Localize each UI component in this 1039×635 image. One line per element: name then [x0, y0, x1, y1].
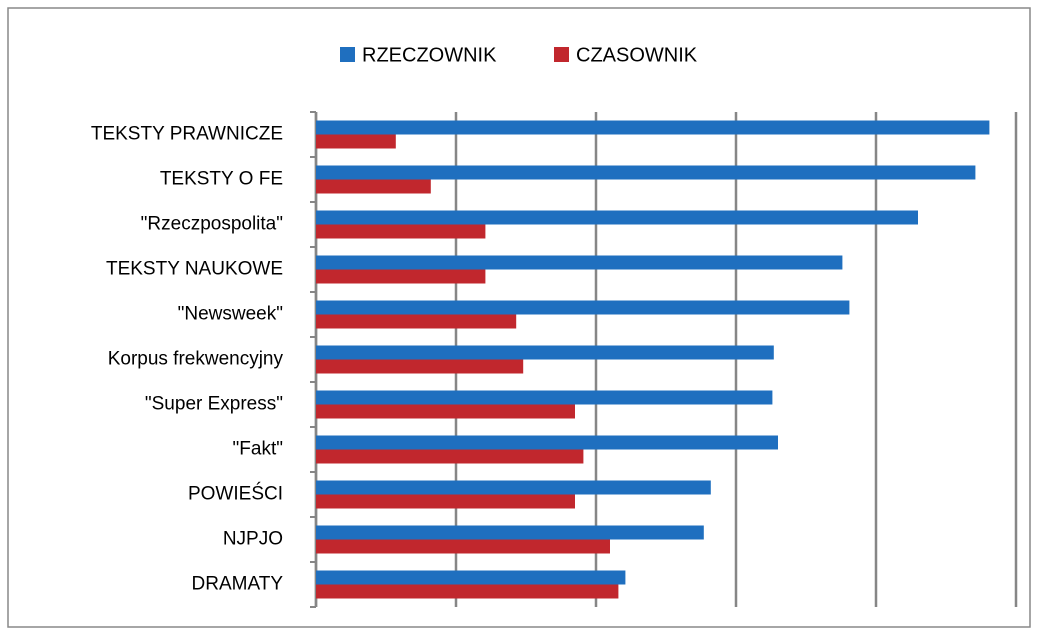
bar	[316, 179, 431, 194]
bar	[316, 494, 575, 509]
bar	[316, 404, 575, 419]
bar	[316, 480, 711, 495]
bar	[316, 134, 396, 149]
bar	[316, 314, 517, 329]
bar	[316, 269, 486, 284]
bar	[316, 584, 619, 599]
legend: RZECZOWNIK CZASOWNIK	[340, 44, 698, 66]
bar	[316, 449, 584, 464]
y-tick-label: "Fakt"	[233, 439, 283, 460]
y-tick-label: TEKSTY PRAWNICZE	[91, 124, 283, 145]
y-tick-label: TEKSTY NAUKOWE	[106, 259, 283, 280]
chart-border	[7, 7, 1031, 628]
y-tick-label: NJPJO	[223, 529, 283, 550]
y-tick-label: "Newsweek"	[178, 304, 283, 325]
bar	[316, 359, 524, 374]
y-tick-label: "Super Express"	[145, 394, 283, 415]
legend-label: CZASOWNIK	[576, 44, 698, 66]
legend-swatch	[554, 47, 569, 62]
bar	[316, 165, 976, 180]
bar	[316, 255, 843, 270]
bar	[316, 300, 850, 315]
y-tick-label: POWIEŚCI	[188, 483, 283, 505]
bar	[316, 224, 486, 239]
bar	[316, 570, 626, 585]
bar	[316, 435, 778, 450]
bar	[316, 525, 704, 540]
bar	[316, 120, 990, 135]
y-tick-label: TEKSTY O FE	[160, 169, 283, 190]
bar	[316, 390, 773, 405]
y-tick-label: Korpus frekwencyjny	[108, 349, 284, 370]
y-tick-label: "Rzeczpospolita"	[141, 214, 283, 235]
bar	[316, 345, 774, 360]
y-tick-label: DRAMATY	[192, 574, 284, 595]
legend-label: RZECZOWNIK	[362, 44, 497, 66]
legend-swatch	[340, 47, 355, 62]
bar	[316, 210, 918, 225]
bar	[316, 539, 610, 554]
